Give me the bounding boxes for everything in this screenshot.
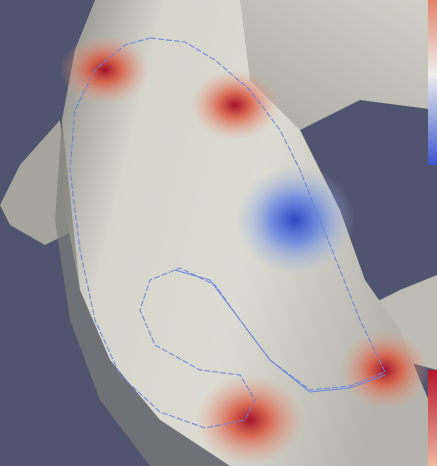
hotspot bbox=[195, 375, 305, 465]
mesh-shadow bbox=[55, 120, 230, 466]
selection-outline bbox=[174, 269, 386, 393]
color-bar bbox=[428, 370, 437, 466]
coldspot bbox=[235, 165, 355, 275]
hotspot bbox=[190, 70, 280, 140]
mesh-arm-top bbox=[200, 0, 437, 130]
hotspot bbox=[340, 330, 430, 410]
selection-outline bbox=[69, 37, 386, 429]
hotspot bbox=[60, 35, 150, 105]
color-bar bbox=[428, 0, 437, 165]
